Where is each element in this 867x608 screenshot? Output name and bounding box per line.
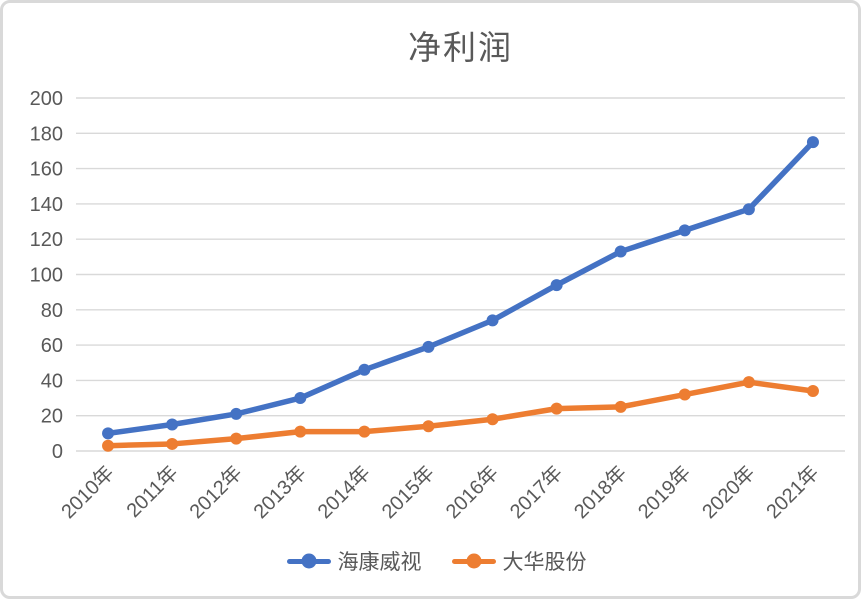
y-axis-tick-label: 200	[30, 88, 63, 110]
data-point	[166, 418, 179, 431]
data-point	[806, 136, 819, 149]
data-point	[742, 376, 755, 389]
x-axis-tick-label: 2015年	[377, 461, 439, 523]
data-point	[742, 203, 755, 216]
x-axis-tick-label: 2020年	[698, 461, 760, 523]
data-point	[102, 439, 115, 452]
data-point	[486, 314, 499, 327]
y-axis-tick-label: 100	[30, 265, 63, 287]
x-axis-tick-label: 2010年	[57, 461, 119, 523]
legend-item: 海康威视	[286, 546, 422, 576]
chart-frame: 净利润 0 20 40 60 80 100 120 140 160 180 200 2010年 2011…	[0, 0, 861, 599]
x-axis-tick-label: 2017年	[505, 461, 567, 523]
y-axis-tick-label: 80	[41, 300, 63, 322]
y-axis-tick-label: 180	[30, 123, 63, 145]
y-axis-tick-label: 120	[30, 229, 63, 251]
x-axis-tick-label: 2021年	[762, 461, 824, 523]
data-point	[358, 425, 371, 438]
y-axis-tick-label: 60	[41, 335, 63, 357]
y-axis-tick-label: 40	[41, 370, 63, 392]
x-axis-tick-label: 2013年	[249, 461, 311, 523]
data-point	[166, 437, 179, 450]
chart-legend: 海康威视 大华股份	[3, 546, 867, 576]
x-axis-tick-label: 2014年	[313, 461, 375, 523]
data-point	[806, 384, 819, 397]
legend-line-marker-icon	[286, 553, 331, 569]
data-point	[422, 340, 435, 353]
data-point	[550, 402, 563, 415]
y-axis-tick-label: 160	[30, 159, 63, 181]
data-point	[102, 427, 115, 440]
legend-dot-icon	[466, 553, 481, 569]
data-point	[486, 413, 499, 426]
data-point	[230, 407, 243, 420]
data-point	[678, 224, 691, 237]
data-point	[614, 400, 627, 413]
legend-dot-icon	[301, 553, 316, 569]
y-axis-tick-label: 0	[52, 441, 63, 463]
x-axis-tick-label: 2019年	[633, 461, 695, 523]
x-axis-tick-label: 2018年	[569, 461, 631, 523]
series-line	[105, 139, 816, 437]
chart-title: 净利润	[408, 29, 513, 66]
data-point	[358, 363, 371, 376]
legend-label: 大华股份	[502, 551, 587, 574]
data-point	[614, 245, 627, 258]
legend-line-marker-icon	[451, 553, 496, 569]
series-line	[105, 379, 816, 449]
y-axis-tick-label: 140	[30, 194, 63, 216]
x-axis-tick-label: 2012年	[185, 461, 247, 523]
x-axis-tick-label: 2016年	[441, 461, 503, 523]
data-point	[230, 432, 243, 445]
data-point	[294, 392, 307, 405]
data-point	[678, 388, 691, 401]
data-point	[550, 279, 563, 292]
legend-label: 海康威视	[337, 551, 422, 574]
legend-item: 大华股份	[451, 546, 587, 576]
x-axis-tick-label: 2011年	[122, 461, 183, 522]
y-axis-tick-label: 20	[41, 406, 63, 428]
data-point	[294, 425, 307, 438]
data-point	[422, 420, 435, 433]
